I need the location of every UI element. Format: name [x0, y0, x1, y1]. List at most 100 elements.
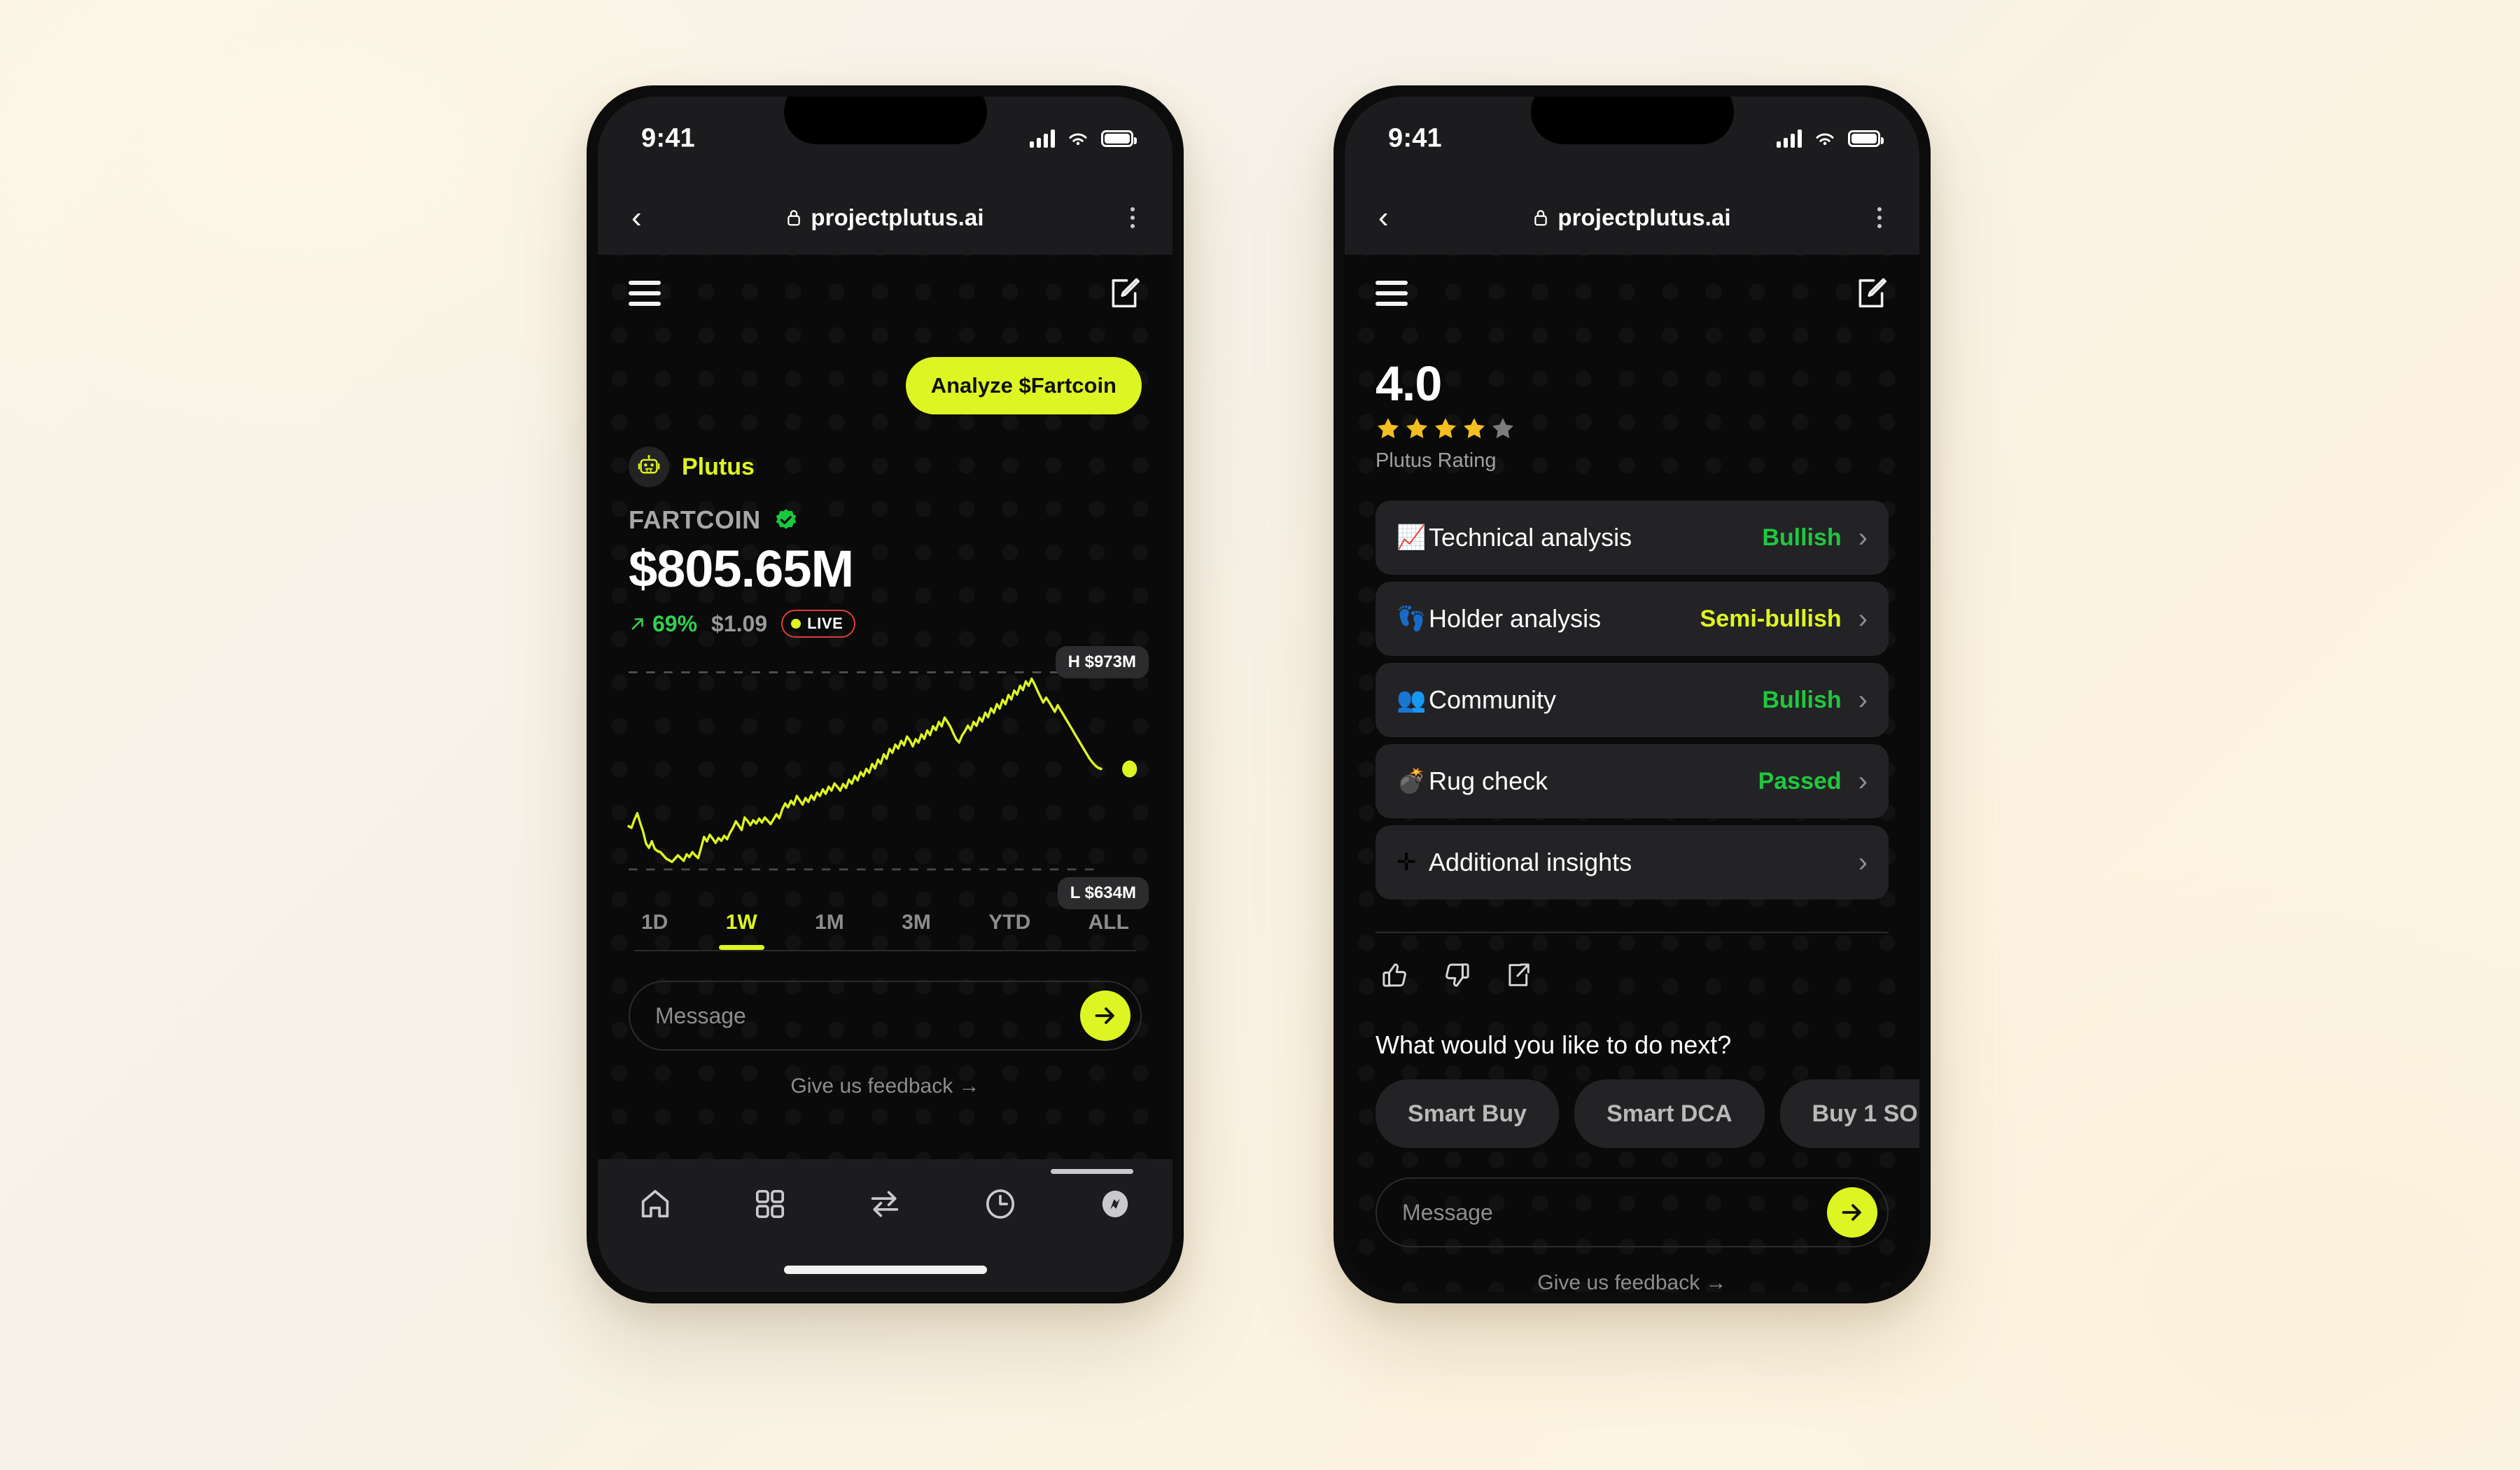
browser-url-text[interactable]: projectplutus.ai: [811, 204, 984, 230]
message-input-placeholder[interactable]: Message: [1402, 1199, 1493, 1225]
cellular-signal-icon: [1777, 130, 1802, 148]
range-option-1m[interactable]: 1M: [815, 911, 844, 934]
range-option-1w[interactable]: 1W: [718, 911, 764, 950]
feedback-link[interactable]: Give us feedback →: [1537, 1271, 1727, 1292]
bomb-icon: 💣: [1396, 768, 1427, 794]
action-chip-buy-1-sol[interactable]: Buy 1 SOL: [1779, 1079, 1919, 1148]
tab-explore[interactable]: [1097, 1186, 1133, 1226]
tab-home[interactable]: [637, 1186, 673, 1226]
lock-icon: [788, 210, 801, 226]
live-badge: LIVE: [781, 610, 856, 638]
tab-swap[interactable]: [867, 1186, 903, 1226]
browser-back-button[interactable]: ‹: [1378, 200, 1389, 234]
battery-icon: [1101, 130, 1137, 147]
status-time: 9:41: [641, 123, 695, 153]
ios-status-bar: 9:41: [1345, 97, 1919, 181]
hamburger-menu-icon[interactable]: [629, 281, 661, 306]
analysis-card-list: 📈 Technical analysis Bullish › 👣 Holder analy…: [1376, 500, 1889, 899]
chevron-right-icon: ›: [1858, 685, 1868, 715]
action-chip-smart-buy[interactable]: Smart Buy: [1376, 1079, 1560, 1148]
home-icon: [641, 1189, 669, 1218]
asset-ticker: FARTCOIN: [629, 505, 761, 534]
message-input-placeholder[interactable]: Message: [655, 1002, 746, 1028]
range-option-ytd[interactable]: YTD: [988, 911, 1031, 934]
reaction-row: [1376, 960, 1889, 994]
kebab-menu-icon[interactable]: [1877, 207, 1882, 228]
analysis-card-value: Bullish: [1762, 686, 1842, 713]
action-chip-smart-dca[interactable]: Smart DCA: [1574, 1079, 1765, 1148]
section-divider: [1376, 932, 1889, 933]
plus-icon: ✛: [1396, 849, 1417, 876]
verified-badge-icon: [776, 509, 797, 529]
analysis-card-value: Bullish: [1762, 524, 1842, 551]
asset-price: $1.09: [711, 610, 768, 636]
status-time: 9:41: [1388, 123, 1442, 153]
send-button[interactable]: [1827, 1187, 1877, 1238]
right-phone-screen: 9:41 ‹: [1345, 97, 1919, 1292]
share-button[interactable]: [1503, 960, 1534, 994]
star-filled-icon: [1435, 418, 1456, 438]
analysis-card-title: Holder analysis: [1429, 604, 1602, 633]
send-button[interactable]: [1080, 990, 1130, 1041]
bottom-tab-bar: [598, 1159, 1172, 1292]
clock-history-icon: [986, 1189, 1014, 1219]
star-empty-icon: [1492, 418, 1513, 438]
analysis-card-community[interactable]: 👥 Community Bullish ›: [1376, 663, 1889, 737]
range-option-1d[interactable]: 1D: [641, 911, 668, 934]
trend-up-arrow-icon: [631, 618, 643, 630]
feedback-link[interactable]: Give us feedback →: [790, 1074, 980, 1098]
thumbs-up-button[interactable]: [1380, 960, 1410, 994]
chevron-right-icon: ›: [1858, 766, 1868, 797]
rating-value: 4.0: [1376, 356, 1442, 411]
dynamic-island: [1530, 97, 1734, 144]
chart-increasing-icon: 📈: [1396, 524, 1427, 551]
browser-chrome-bar: ‹ projectplutus.ai: [1345, 181, 1919, 255]
user-message-bubble[interactable]: Analyze $Fartcoin: [905, 357, 1142, 414]
analysis-card-value: Passed: [1758, 767, 1842, 794]
right-phone-device: 9:41 ‹: [1334, 85, 1931, 1303]
price-change-percent-text: 69%: [652, 610, 698, 636]
robot-avatar-icon: [629, 447, 669, 487]
lock-icon: [1534, 210, 1548, 226]
cellular-signal-icon: [1030, 130, 1055, 148]
analysis-card-holder-analysis[interactable]: 👣 Holder analysis Semi-bullish ›: [1376, 582, 1889, 656]
analysis-card-additional-insights[interactable]: ✛ Additional insights ›: [1376, 825, 1889, 899]
range-option-3m[interactable]: 3M: [902, 911, 931, 934]
asset-ticker-row: FARTCOIN: [629, 505, 1142, 535]
browser-chrome-bar: ‹ projectplutus.ai: [598, 181, 1172, 255]
compose-icon[interactable]: [1854, 276, 1889, 311]
compose-icon[interactable]: [1107, 276, 1142, 311]
swap-arrows-icon: [872, 1191, 899, 1217]
chevron-right-icon: ›: [1858, 847, 1868, 878]
browser-url-text[interactable]: projectplutus.ai: [1558, 204, 1731, 230]
app-header: [1345, 255, 1919, 332]
tab-history[interactable]: [982, 1186, 1018, 1226]
analysis-card-rug-check[interactable]: 💣 Rug check Passed ›: [1376, 744, 1889, 818]
next-action-prompt: What would you like to do next?: [1376, 1030, 1732, 1059]
battery-icon: [1848, 130, 1884, 147]
thumbs-down-button[interactable]: [1441, 960, 1472, 994]
chart-last-point-marker: [1122, 760, 1138, 778]
left-phone-screen: 9:41 ‹: [598, 97, 1172, 1292]
message-composer[interactable]: Message: [629, 981, 1142, 1051]
range-option-all[interactable]: ALL: [1088, 911, 1129, 934]
market-cap-chart[interactable]: H $973M L $634M: [627, 646, 1149, 909]
star-filled-icon: [1406, 418, 1427, 438]
browser-back-button[interactable]: ‹: [631, 200, 642, 234]
message-composer[interactable]: Message: [1376, 1177, 1889, 1247]
tab-apps[interactable]: [752, 1186, 788, 1226]
chart-range-selector[interactable]: 1D 1W 1M 3M YTD ALL: [629, 911, 1142, 950]
left-chat-content: Analyze $Fartcoin: [598, 357, 1172, 1098]
grid-apps-icon: [756, 1189, 785, 1219]
kebab-menu-icon[interactable]: [1130, 207, 1135, 228]
hamburger-menu-icon[interactable]: [1376, 281, 1408, 306]
asset-metrics-row: 69% $1.09 LIVE: [629, 610, 1142, 638]
chart-high-label: H $973M: [1055, 646, 1149, 678]
send-arrow-icon: [1842, 1204, 1861, 1221]
star-filled-icon: [1464, 418, 1485, 438]
analysis-card-title: Technical analysis: [1429, 523, 1632, 552]
analysis-card-technical-analysis[interactable]: 📈 Technical analysis Bullish ›: [1376, 500, 1889, 575]
chart-svg: [627, 671, 1138, 871]
